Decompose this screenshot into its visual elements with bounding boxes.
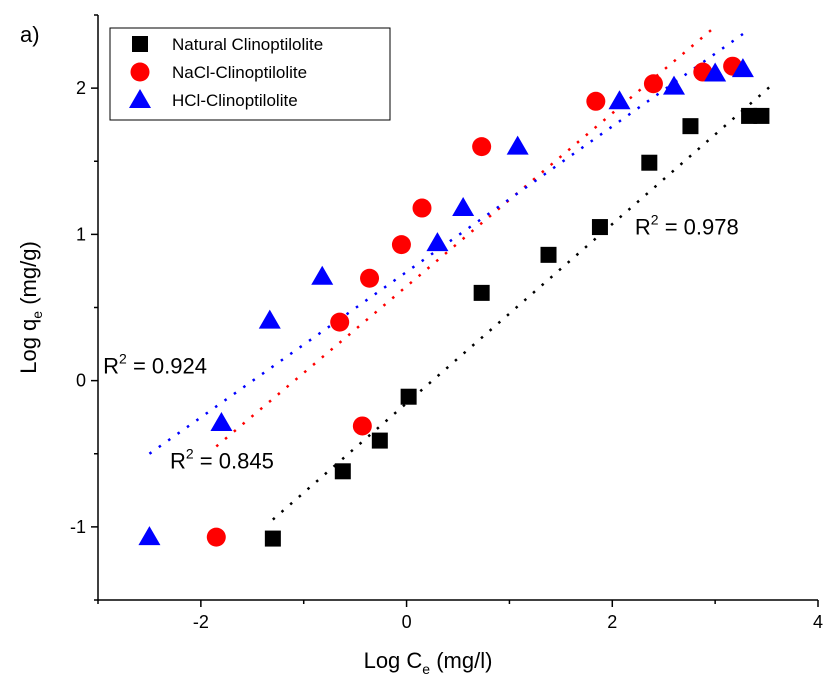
r-squared-label: R2 = 0.978 (635, 211, 739, 239)
data-point (264, 530, 281, 547)
y-tick-label: -1 (70, 517, 86, 537)
data-points (138, 56, 770, 547)
axes: -2 0 2 4 -1 0 1 2 Log Ce (mg/l) Log qe (mg/g) (16, 14, 823, 677)
data-point (400, 388, 417, 405)
data-point (206, 527, 226, 547)
y-tick-label: 0 (76, 371, 86, 391)
y-axis-title: Log qe (mg/g) (16, 241, 45, 374)
legend-marker (132, 36, 148, 52)
data-point (643, 74, 663, 94)
data-point (412, 198, 432, 218)
x-tick-label: 2 (607, 612, 617, 632)
data-point (452, 197, 475, 217)
data-point (741, 107, 758, 124)
r-squared-label: R2 = 0.924 (103, 350, 207, 378)
data-point (311, 265, 334, 285)
data-point (704, 62, 727, 82)
legend-marker (130, 62, 150, 82)
data-point (330, 312, 350, 332)
x-tick-label: -2 (193, 612, 209, 632)
legend-marker (129, 89, 151, 108)
r-squared-label: R2 = 0.845 (170, 445, 274, 473)
data-point (371, 432, 388, 449)
panel-label: a) (20, 22, 40, 47)
annotations: R2 = 0.978 R2 = 0.924 R2 = 0.845 (103, 211, 739, 473)
data-point (472, 137, 492, 157)
data-point (506, 135, 529, 155)
data-point (753, 107, 770, 124)
legend-label: HCl-Clinoptilolite (172, 91, 298, 110)
legend-label: NaCl-Clinoptilolite (172, 63, 307, 82)
data-point (426, 232, 449, 252)
y-tick-label: 2 (76, 78, 86, 98)
data-point (608, 90, 631, 110)
y-axis-title-group: Log qe (mg/g) (16, 241, 45, 374)
data-point (591, 219, 608, 236)
data-point (731, 58, 754, 78)
data-point (473, 284, 490, 301)
y-tick-label: 1 (76, 224, 86, 244)
data-point (138, 526, 161, 546)
legend-label: Natural Clinoptilolite (172, 35, 323, 54)
legend: Natural Clinoptilolite NaCl-Clinoptilolit… (109, 27, 391, 121)
data-point (210, 412, 233, 432)
x-axis-title: Log Ce (mg/l) (364, 648, 493, 677)
data-point (360, 268, 380, 288)
data-point (682, 118, 699, 135)
data-point (391, 235, 411, 255)
x-tick-label: 4 (813, 612, 823, 632)
legend-box (109, 27, 391, 121)
data-point (641, 154, 658, 171)
data-point (540, 246, 557, 263)
data-point (334, 463, 351, 480)
data-point (352, 416, 372, 436)
data-point (586, 91, 606, 111)
data-point (258, 309, 281, 329)
x-tick-label: 0 (402, 612, 412, 632)
data-point (663, 75, 685, 95)
